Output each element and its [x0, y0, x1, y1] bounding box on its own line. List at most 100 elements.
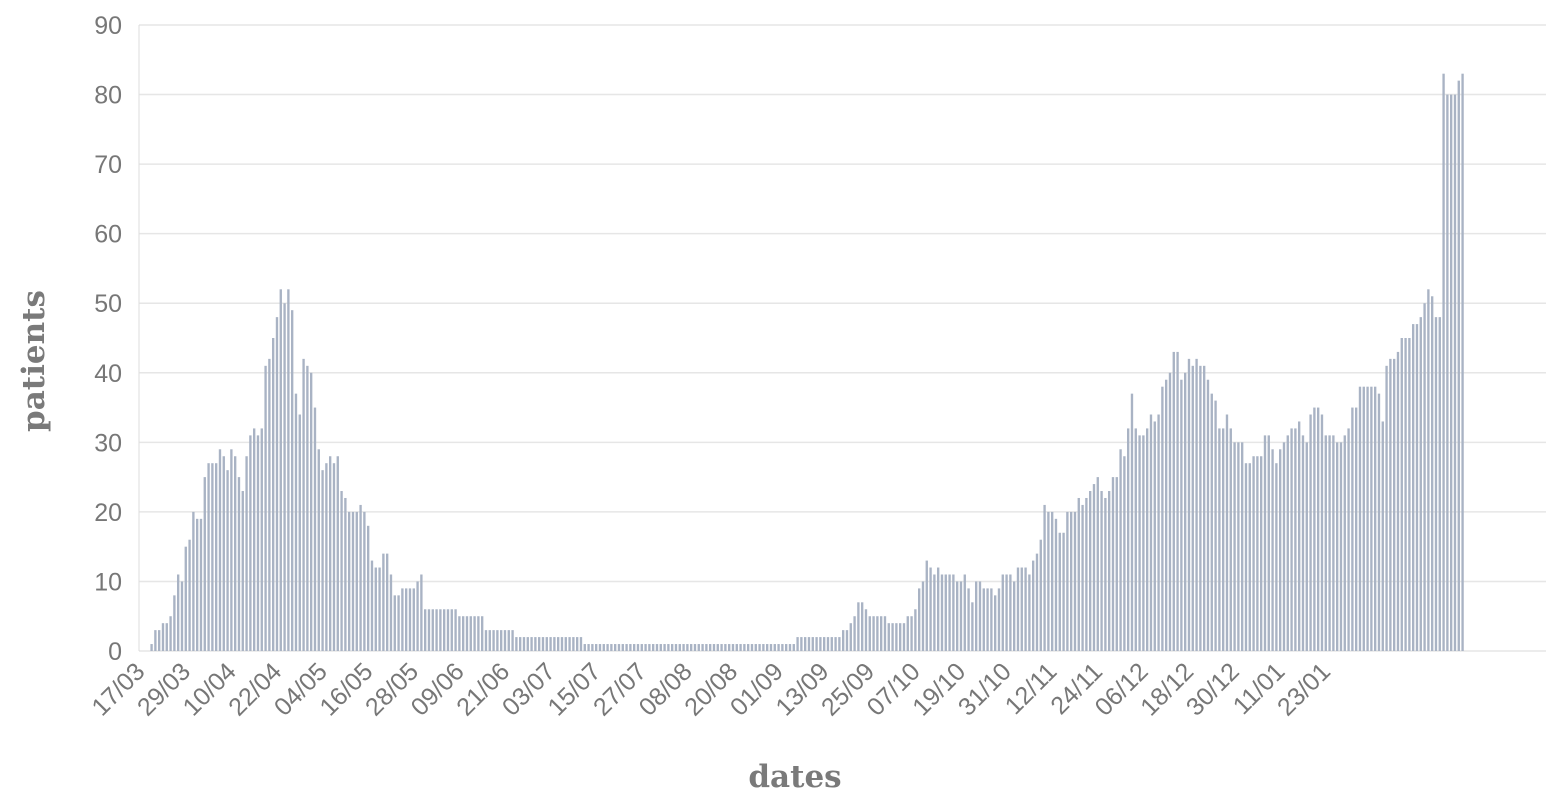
bar	[526, 637, 529, 651]
bar	[929, 567, 932, 651]
y-tick-label: 10	[94, 568, 122, 596]
bar	[1256, 456, 1259, 651]
x-axis-title: dates	[748, 759, 841, 793]
bar	[595, 644, 598, 651]
bar	[1108, 491, 1111, 651]
bar	[872, 616, 875, 651]
bar	[317, 449, 320, 651]
bar	[1453, 94, 1457, 651]
bar	[648, 644, 651, 651]
bar	[427, 609, 431, 651]
x-tick-label: 31/10	[953, 657, 1017, 721]
bar	[1176, 351, 1179, 651]
bar	[256, 435, 260, 651]
bar	[336, 456, 339, 651]
bar	[203, 477, 206, 651]
bar	[431, 609, 434, 651]
bar	[690, 644, 693, 651]
bar	[762, 644, 765, 651]
bar	[560, 637, 564, 651]
bar	[1142, 435, 1145, 651]
bar	[823, 637, 826, 651]
bar	[180, 581, 184, 651]
bar	[1320, 414, 1324, 651]
bar	[1024, 567, 1027, 651]
bar	[587, 644, 590, 651]
bar	[1374, 386, 1377, 651]
bar	[1115, 477, 1118, 651]
bar	[990, 588, 993, 651]
bar	[332, 463, 336, 651]
bar	[184, 546, 187, 651]
bar	[503, 630, 507, 651]
y-axis-ticks: 0 10 20 30 40 50 60 70 80 90	[94, 12, 122, 666]
y-tick-label: 70	[94, 151, 122, 179]
bar	[994, 595, 997, 651]
bar	[370, 560, 374, 651]
bar	[241, 491, 244, 651]
bar	[663, 644, 666, 651]
bars	[150, 73, 1464, 651]
bar	[260, 428, 263, 651]
bar	[1347, 428, 1350, 651]
bar	[644, 644, 647, 651]
bar	[963, 574, 966, 651]
bar	[921, 581, 925, 651]
bar	[1343, 435, 1346, 651]
bar	[956, 581, 959, 651]
bar	[1241, 442, 1244, 651]
bar	[401, 588, 404, 651]
x-axis-ticks: 17/0329/0310/0422/0404/0516/0528/0509/06…	[86, 657, 1336, 721]
bar	[1066, 511, 1069, 651]
bar	[781, 644, 784, 651]
bar	[321, 470, 324, 651]
bar	[1077, 497, 1080, 651]
bar	[211, 463, 214, 651]
bar	[678, 644, 681, 651]
bar	[291, 310, 294, 651]
bar	[154, 630, 157, 651]
bar	[754, 644, 757, 651]
bar	[1013, 581, 1016, 651]
bar	[1286, 435, 1289, 651]
bar	[959, 581, 963, 651]
bar	[652, 644, 655, 651]
y-tick-label: 30	[94, 429, 122, 457]
bar	[492, 630, 495, 651]
bar	[294, 393, 298, 651]
bar	[1263, 435, 1267, 651]
bar	[424, 609, 427, 651]
bar	[1028, 574, 1031, 651]
bar	[906, 616, 909, 651]
bar	[1267, 435, 1270, 651]
gridlines	[139, 24, 1546, 652]
bar	[815, 637, 818, 651]
bar	[355, 511, 358, 651]
y-tick-label: 50	[94, 290, 122, 318]
bar	[207, 463, 210, 651]
bar	[667, 644, 670, 651]
bar	[1146, 428, 1149, 651]
bar	[834, 637, 837, 651]
bar	[1199, 365, 1202, 651]
bar	[899, 623, 902, 651]
bar	[1385, 365, 1388, 651]
bar	[408, 588, 412, 651]
bar	[902, 623, 906, 651]
bar	[1305, 442, 1308, 651]
bar	[1279, 449, 1282, 651]
bar	[1408, 338, 1411, 651]
bar	[1412, 324, 1415, 651]
bar	[496, 630, 499, 651]
bar	[1290, 428, 1293, 651]
bar	[686, 644, 689, 651]
bar	[1047, 511, 1050, 651]
bar	[952, 574, 955, 651]
bar	[165, 623, 168, 651]
bar	[150, 644, 153, 651]
bar	[807, 637, 811, 651]
bar	[416, 581, 419, 651]
bar	[826, 637, 830, 651]
bar	[1336, 442, 1339, 651]
bar	[1248, 463, 1251, 651]
